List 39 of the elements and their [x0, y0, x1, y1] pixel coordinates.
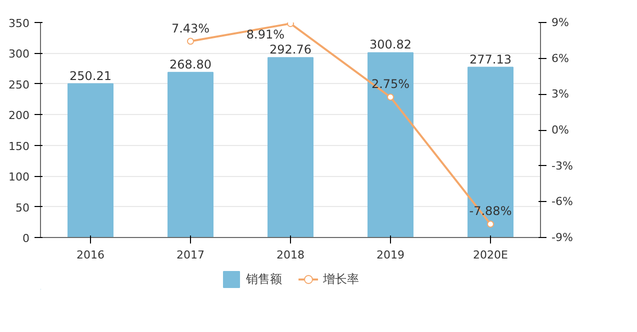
x-tick-label: 2018: [276, 248, 305, 262]
data-label: 2.75%: [371, 77, 410, 92]
point: [187, 38, 194, 45]
y2-tick-label: -9%: [552, 231, 573, 244]
y2-tick-label: 0%: [552, 124, 569, 136]
bar: [268, 57, 314, 238]
x-tick-label: 2016: [76, 248, 105, 262]
x-tick-label: 2020E: [473, 248, 508, 262]
y2-tick-label: -3%: [552, 159, 573, 172]
legend-label: 销售额: [246, 270, 282, 288]
y-tick-label: 100: [8, 170, 30, 184]
y-tick-label: 150: [8, 140, 30, 153]
y-tick-label: 0: [22, 232, 30, 245]
point: [487, 220, 494, 228]
y2-tick-label: 6%: [552, 52, 569, 65]
y-tick-label: 200: [8, 109, 30, 122]
y-tick-label: 300: [8, 48, 30, 61]
data-label: 292.76: [270, 42, 312, 57]
y2-tick-label: 3%: [552, 88, 569, 101]
data-label: 300.82: [370, 38, 412, 52]
y-tick-label: 350: [8, 17, 30, 30]
data-label: 250.21: [70, 68, 112, 83]
data-label: 7.43%: [171, 21, 210, 36]
x-tick-label: 2019: [376, 248, 405, 262]
y-tick-label: 250: [8, 78, 30, 92]
data-label: 277.13: [470, 52, 512, 66]
y2-tick-label: 9%: [552, 16, 569, 29]
bar: [168, 72, 214, 238]
x-tick-label: 2017: [176, 248, 205, 262]
y2-tick-label: -6%: [552, 195, 573, 208]
bar: [368, 52, 414, 238]
bar: [68, 83, 114, 238]
y-tick-label: 50: [16, 201, 30, 214]
point: [287, 22, 294, 28]
data-label: 268.80: [170, 57, 212, 72]
legend-label: 增长率: [323, 270, 359, 288]
data-label: 8.91%: [246, 28, 285, 42]
bar: [468, 66, 514, 238]
point: [387, 94, 394, 101]
